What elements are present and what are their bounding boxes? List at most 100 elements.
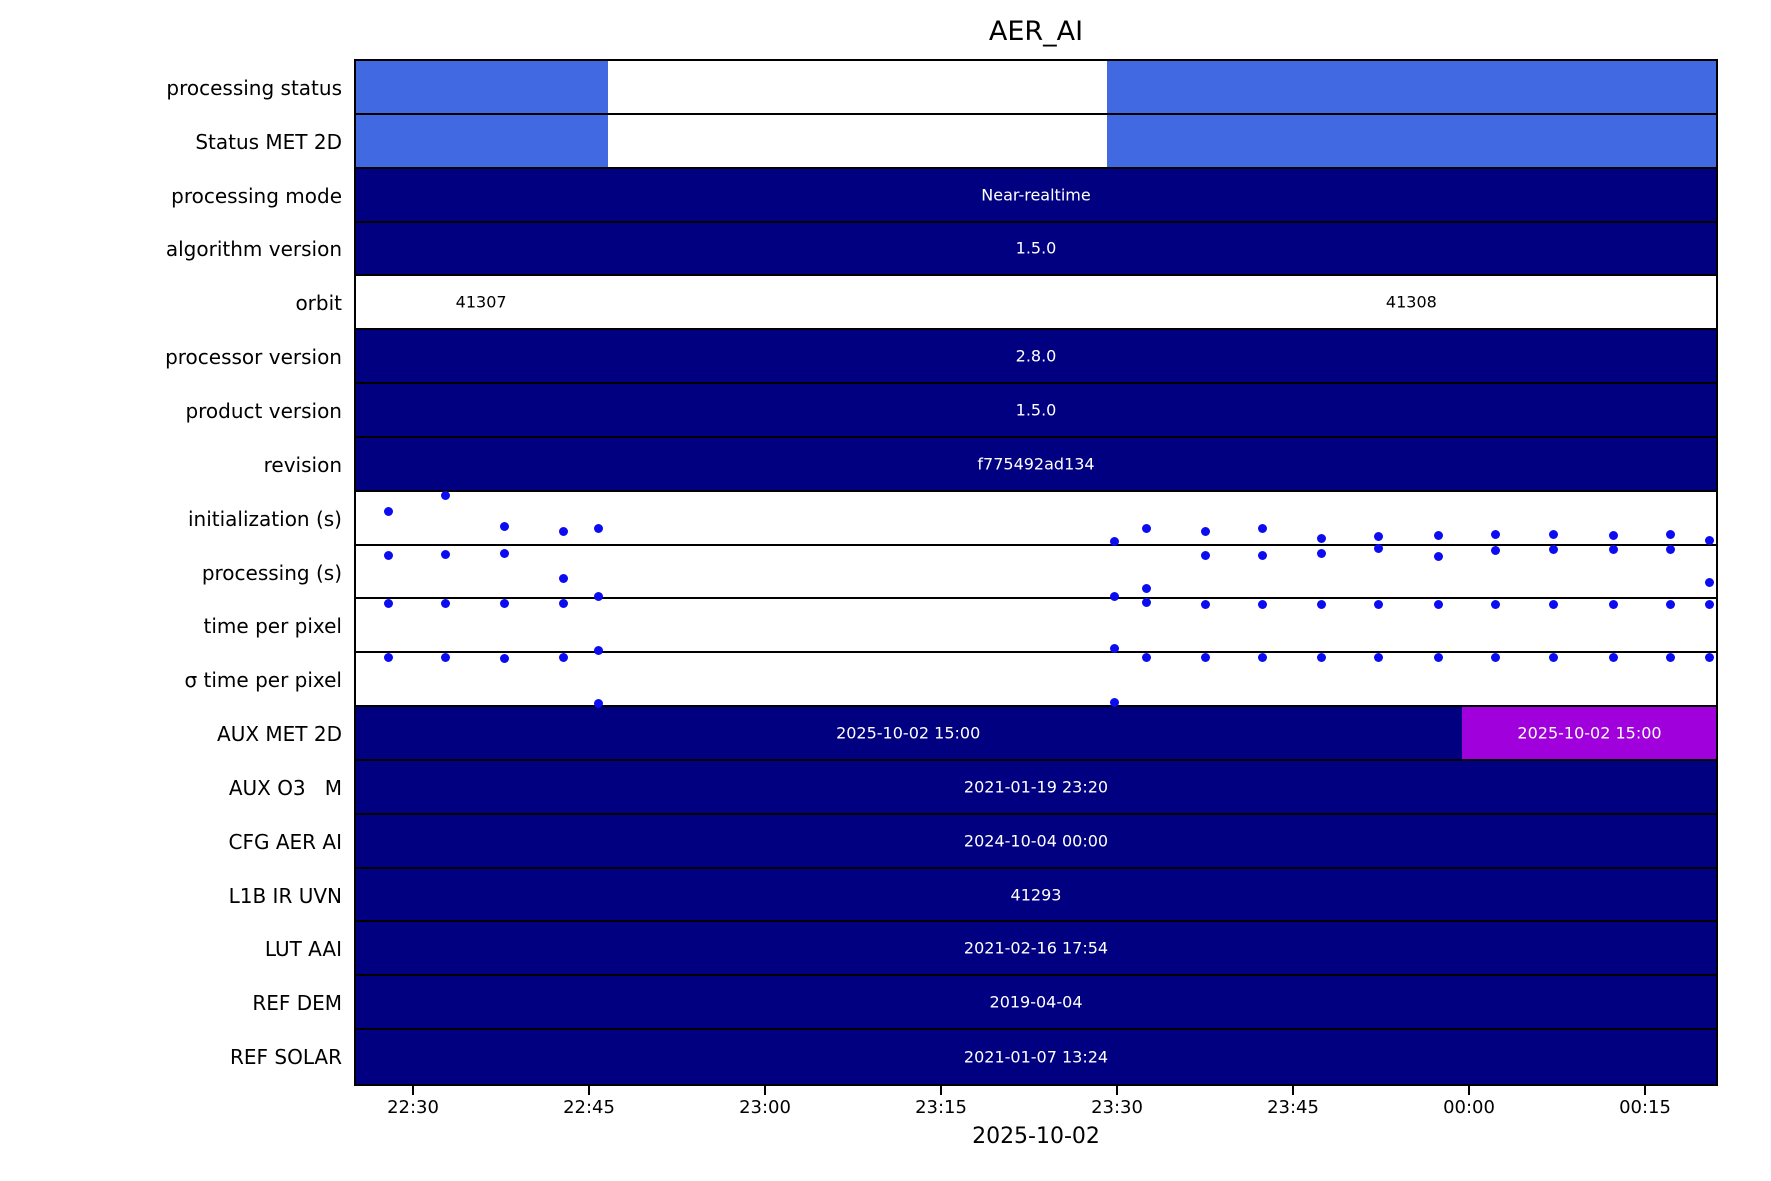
scatter-dot bbox=[1705, 578, 1715, 588]
scatter-dot bbox=[1110, 698, 1120, 708]
orbit-number-label: 41308 bbox=[1385, 292, 1437, 312]
scatter-dot bbox=[1608, 599, 1618, 609]
row-l1b-ir-uvn: 41293 bbox=[356, 868, 1716, 923]
scatter-dot bbox=[1548, 599, 1558, 609]
scatter-dot bbox=[1200, 599, 1210, 609]
row-ref-dem: 2019-04-04 bbox=[356, 976, 1716, 1031]
scatter-dot bbox=[500, 653, 510, 663]
row-processing-s bbox=[356, 546, 1716, 600]
scatter-dot bbox=[1200, 551, 1210, 561]
row-label-processor-version: processor version bbox=[165, 345, 342, 370]
scatter-dot bbox=[1666, 529, 1676, 539]
row-label-lut-aai: LUT AAI bbox=[264, 937, 342, 962]
x-tick-mark bbox=[1292, 1086, 1294, 1095]
row-label-status-met-2d: Status MET 2D bbox=[195, 129, 342, 154]
scatter-dot bbox=[558, 574, 568, 584]
row-label-algorithm-version: algorithm version bbox=[165, 237, 342, 262]
scatter-dot bbox=[1705, 599, 1715, 609]
x-tick-mark bbox=[588, 1086, 590, 1095]
row-initialization-s bbox=[356, 492, 1716, 546]
row-ref-solar: 2021-01-07 13:24 bbox=[356, 1030, 1716, 1084]
scatter-dot bbox=[500, 521, 510, 531]
bar-value-text: 2021-01-07 13:24 bbox=[963, 1047, 1109, 1067]
row-status-met-2d bbox=[356, 114, 1716, 169]
scatter-dot bbox=[1374, 652, 1384, 662]
status-segment-white bbox=[607, 61, 1107, 113]
scatter-dot bbox=[593, 524, 603, 534]
scatter-dot bbox=[1141, 598, 1151, 608]
scatter-dot bbox=[383, 652, 393, 662]
x-axis-date-label: 2025-10-02 bbox=[972, 1124, 1100, 1149]
row-revision: f775492ad134 bbox=[356, 437, 1716, 492]
status-segment-blue bbox=[1106, 114, 1716, 167]
aux-met-segment-violet bbox=[1461, 707, 1716, 759]
scatter-dot bbox=[1257, 524, 1267, 534]
scatter-dot bbox=[1374, 543, 1384, 553]
bar-value-text: 1.5.0 bbox=[1015, 400, 1057, 420]
scatter-dot bbox=[558, 598, 568, 608]
scatter-dot bbox=[1316, 533, 1326, 543]
scatter-dot bbox=[1141, 652, 1151, 662]
row-algorithm-version: 1.5.0 bbox=[356, 222, 1716, 277]
bar-value-text: 2.8.0 bbox=[1015, 346, 1057, 366]
x-tick-label: 22:30 bbox=[387, 1097, 439, 1118]
row-lut-aai: 2021-02-16 17:54 bbox=[356, 922, 1716, 977]
bar-value-text: 41293 bbox=[1010, 885, 1062, 905]
aux-met-value-text: 2025-10-02 15:00 bbox=[836, 723, 981, 743]
row-aux-o3-m: 2021-01-19 23:20 bbox=[356, 760, 1716, 815]
scatter-dot bbox=[1110, 644, 1120, 654]
x-tick-label: 23:15 bbox=[915, 1097, 967, 1118]
bar-value-text: Near-realtime bbox=[981, 185, 1091, 205]
scatter-dot bbox=[500, 598, 510, 608]
x-tick-mark bbox=[764, 1086, 766, 1095]
plot-area: Near-realtime 1.5.0 41307 41308 2.8.0 1.5.0 f7… bbox=[354, 59, 1718, 1086]
row-label-product-version: product version bbox=[185, 398, 342, 423]
bar-value-text: 2024-10-04 00:00 bbox=[963, 831, 1109, 851]
orbit-number-label: 41307 bbox=[455, 292, 507, 312]
scatter-dot bbox=[1608, 652, 1618, 662]
row-label-initialization-s: initialization (s) bbox=[187, 506, 342, 531]
scatter-dot bbox=[1141, 583, 1151, 593]
row-orbit: 41307 41308 bbox=[356, 276, 1716, 331]
scatter-dot bbox=[1433, 599, 1443, 609]
row-label-time-per-pixel: σ time per pixel bbox=[184, 668, 343, 693]
scatter-dot bbox=[1705, 652, 1715, 662]
x-tick-label: 23:00 bbox=[739, 1097, 791, 1118]
row-label-cfg-aer-ai: CFG AER AI bbox=[228, 829, 342, 854]
scatter-dot bbox=[1316, 548, 1326, 558]
row-label-processing-s: processing (s) bbox=[201, 560, 342, 585]
scatter-dot bbox=[500, 548, 510, 558]
bar-value-text: f775492ad134 bbox=[977, 454, 1095, 474]
status-segment-white bbox=[607, 114, 1107, 167]
scatter-dot bbox=[1200, 526, 1210, 536]
status-segment-blue bbox=[1106, 61, 1716, 113]
row-aux-met-2d: 2025-10-02 15:00 2025-10-02 15:00 bbox=[356, 707, 1716, 761]
aux-met-value-text: 2025-10-02 15:00 bbox=[1517, 723, 1662, 743]
scatter-dot bbox=[1110, 591, 1120, 601]
row-label-aux-o3-m: AUX O3 M bbox=[228, 775, 342, 800]
x-tick-label: 00:15 bbox=[1619, 1097, 1671, 1118]
row-label-time-per-pixel: time per pixel bbox=[203, 614, 342, 639]
scatter-dot bbox=[1608, 544, 1618, 554]
row-label-revision: revision bbox=[263, 452, 342, 477]
scatter-dot bbox=[441, 598, 451, 608]
status-segment-blue bbox=[356, 114, 608, 167]
scatter-dot bbox=[1705, 535, 1715, 545]
status-segment-blue bbox=[356, 61, 608, 113]
scatter-dot bbox=[383, 598, 393, 608]
scatter-dot bbox=[1666, 652, 1676, 662]
x-tick-mark bbox=[1644, 1086, 1646, 1095]
scatter-dot bbox=[1433, 652, 1443, 662]
row-label-orbit: orbit bbox=[295, 291, 342, 316]
x-tick-mark bbox=[1468, 1086, 1470, 1095]
aux-met-segment-navy bbox=[356, 707, 1462, 759]
scatter-dot bbox=[1257, 599, 1267, 609]
scatter-dot bbox=[1491, 546, 1501, 556]
scatter-dot bbox=[441, 549, 451, 559]
x-tick-label: 00:00 bbox=[1443, 1097, 1495, 1118]
chart-title: AER_AI bbox=[988, 16, 1084, 47]
scatter-dot bbox=[558, 652, 568, 662]
x-tick-label: 23:45 bbox=[1267, 1097, 1319, 1118]
row-time-per-pixel bbox=[356, 653, 1716, 708]
